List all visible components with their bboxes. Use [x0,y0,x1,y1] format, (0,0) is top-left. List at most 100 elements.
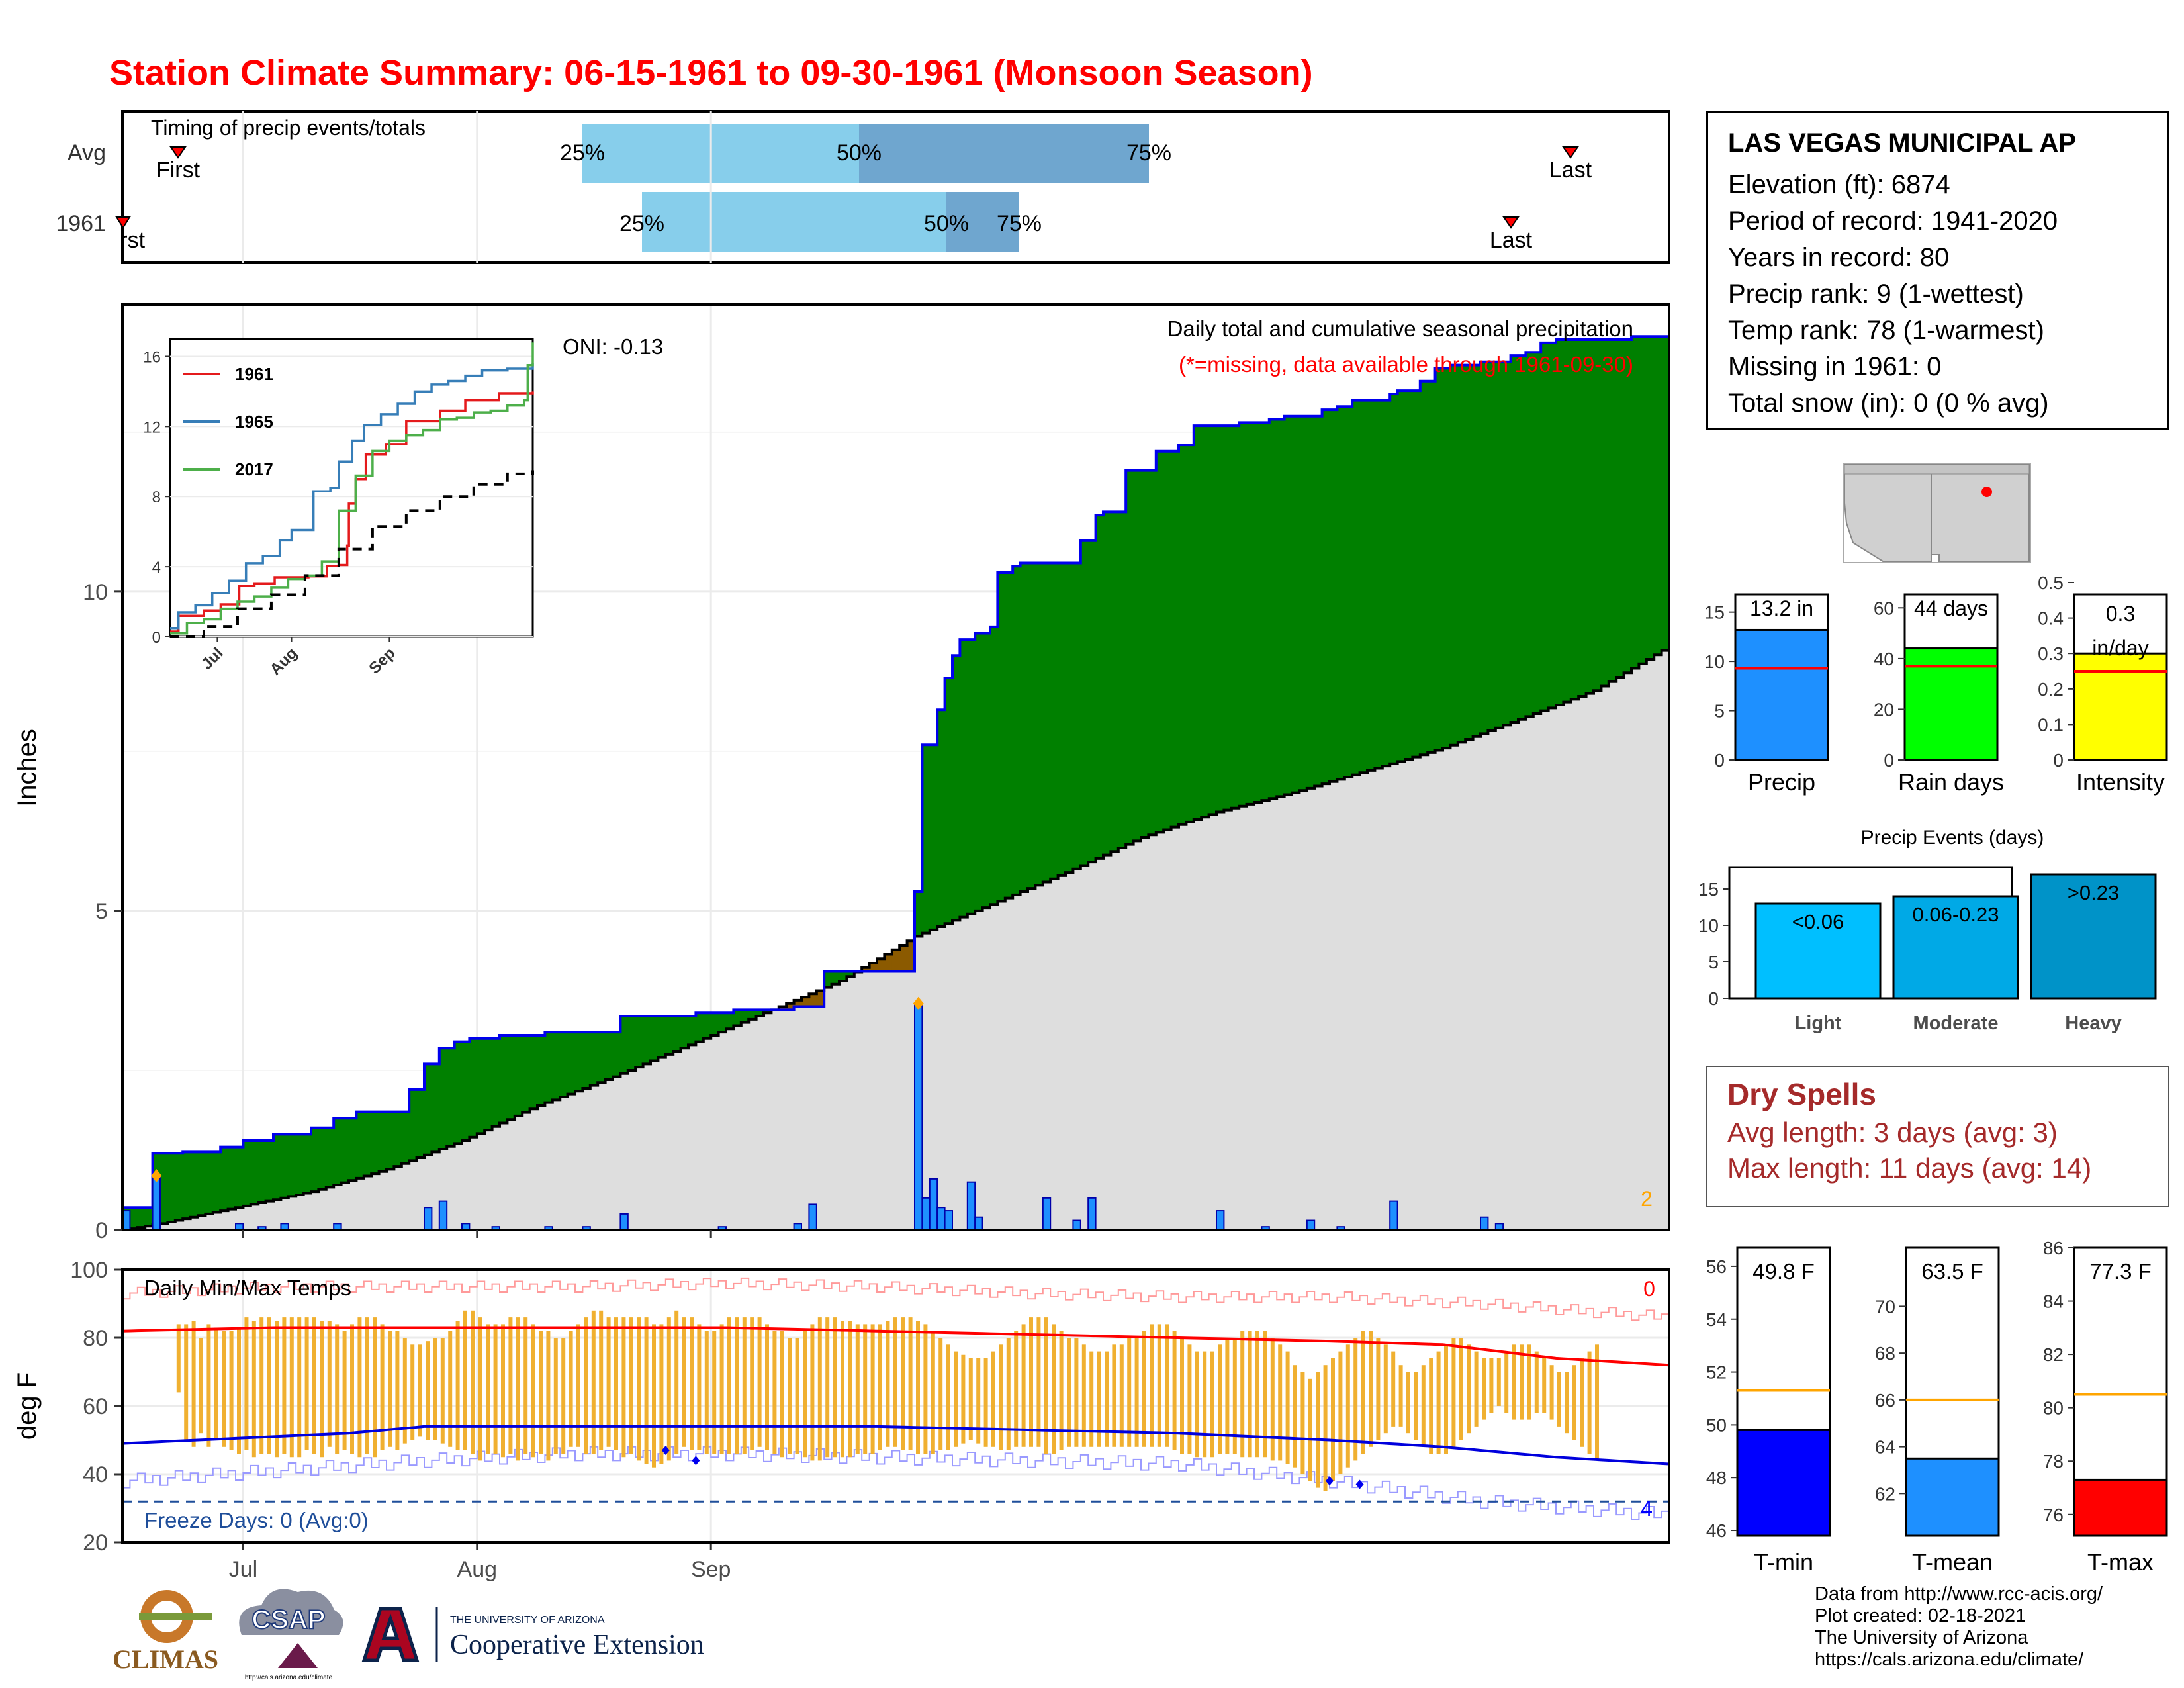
timing-avg-p25: 25% [560,140,605,165]
above-avg-fill [1277,419,1285,797]
above-avg-fill [741,1009,749,1023]
daily-temp-bar [320,1321,324,1458]
below-avg-fill [907,941,915,972]
above-avg-fill [651,1016,659,1061]
climas-logo-text: CLIMAS [113,1644,218,1674]
totals-ytick-label: 20 [1874,699,1894,720]
above-avg-fill [1284,416,1293,795]
above-avg-fill [236,1147,244,1208]
above-avg-fill [1495,361,1504,728]
daily-temp-bar [1572,1365,1576,1440]
above-avg-fill [1443,368,1451,749]
timing-1961-first-label: First [101,228,146,253]
daily-temp-bar [931,1331,935,1454]
below-avg-fill [816,990,825,1007]
daily-temp-bar [916,1321,920,1454]
daily-temp-bar [289,1317,294,1458]
above-avg-fill [1269,419,1277,799]
daily-temp-bar [493,1324,498,1454]
above-avg-fill [1344,406,1353,777]
above-avg-fill [620,1016,629,1074]
daily-precip-bar [921,1197,931,1231]
above-avg-fill [1163,451,1172,830]
daily-temp-bar [938,1338,943,1450]
station-name: LAS VEGAS MUNICIPAL AP [1728,128,2076,158]
daily-temp-bar [923,1324,928,1454]
tmean-ytick-label: 54 [1706,1309,1727,1330]
daily-temp-bar [486,1324,490,1454]
above-avg-fill [1133,470,1142,841]
tmean-ytick-label: 62 [1875,1483,1895,1504]
daily-temp-bar [621,1317,626,1458]
daily-temp-bar [350,1324,354,1454]
above-avg-fill [198,1152,206,1216]
daily-temp-bar [1142,1331,1146,1447]
below-avg-fill [884,954,893,972]
events-ytick-label: 5 [1708,952,1719,972]
station-location-dot [1981,487,1992,497]
record-min-line [122,1446,1670,1523]
timing-avg-last-label: Last [1549,158,1592,183]
totals-ytick-label: 0 [2053,750,2064,771]
daily-temp-bar [1210,1351,1214,1458]
daily-temp-bar [1444,1344,1448,1454]
daily-temp-bar [206,1324,211,1447]
tmean-ytick-label: 56 [1706,1256,1727,1277]
ua-logo-bottom-text: Cooperative Extension [450,1630,704,1660]
inset-legend-label: 1965 [235,412,273,432]
above-avg-fill [1510,355,1519,723]
daily-temp-bar [1240,1331,1245,1458]
dry-spells-max: Max length: 11 days (avg: 14) [1727,1152,2092,1184]
tmean-category-label: T-mean [1912,1548,1993,1575]
daily-temp-bar [1112,1344,1116,1447]
credit-line: Data from http://www.rcc-acis.org/ [1815,1583,2103,1605]
precip-totals-charts: 0 5 10 15 13.2 in Precip 0 20 40 60 44 days Rain da… [1704,573,2168,796]
daily-temp-bar [983,1358,988,1447]
ua-logo: THE UNIVERSITY OF ARIZONA Cooperative Ex… [361,1607,704,1662]
above-avg-fill [1126,470,1134,845]
above-avg-fill [1654,336,1662,655]
above-avg-fill [643,1016,651,1064]
events-ytick-label: 0 [1708,988,1719,1009]
above-avg-fill [1239,422,1248,806]
missing-data-marker [151,1169,162,1183]
daily-precip-bar [974,1216,983,1231]
daily-precip-bar [808,1203,817,1231]
temp-means-charts: 46 48 50 52 54 56 49.8 F T-min 62 64 66 68 70 63.5 F T… [1706,1238,2168,1575]
above-avg-fill [1005,572,1013,898]
daily-temp-bar [1044,1317,1048,1454]
totals-ytick-label: 40 [1874,649,1894,669]
above-avg-fill [401,1111,410,1164]
tmean-ytick-label: 86 [2043,1238,2064,1258]
above-avg-fill [432,1064,440,1152]
above-avg-fill [937,710,946,927]
above-avg-fill [288,1134,296,1197]
timing-1961-first-marker [115,216,131,229]
above-avg-fill [824,971,833,988]
precip-ytick-label: 10 [83,580,108,605]
daily-temp-bar [999,1344,1003,1450]
precip-axes: 0 5 10 [83,580,712,1243]
daily-temp-bar [1496,1358,1501,1406]
above-avg-fill [1042,563,1051,882]
above-avg-fill [1488,361,1496,731]
daily-precip-bar [944,1210,953,1231]
below-avg-fill [899,945,908,972]
above-avg-fill [258,1141,267,1203]
temp-chart-title: Daily Min/Max Temps [144,1276,351,1300]
daily-temp-bar [1067,1338,1071,1447]
daily-temp-bar [772,1331,777,1454]
freeze-days-label: Freeze Days: 0 (Avg:0) [144,1508,369,1532]
above-avg-fill [1594,340,1602,691]
above-avg-fill [145,1207,154,1227]
daily-temp-bar [584,1317,588,1454]
daily-temp-bar [214,1327,218,1440]
daily-temp-bar [1255,1331,1259,1458]
above-avg-fill [552,1032,561,1100]
inset-series-line [170,470,534,638]
tmean-value-label: 77.3 F [2089,1259,2152,1284]
timing-1961-50-75-bar [946,192,1019,252]
daily-temp-bar [795,1338,799,1454]
tmean-category-label: T-min [1754,1548,1813,1575]
tmean-value-label: 63.5 F [1921,1259,1983,1284]
